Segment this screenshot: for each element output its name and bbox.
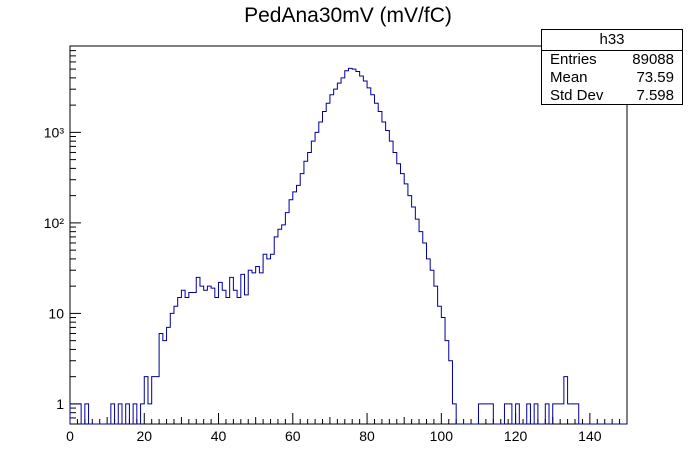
chart-title: PedAna30mV (mV/fC) xyxy=(244,4,452,27)
x-tick-label: 80 xyxy=(359,428,375,444)
stats-value: 89088 xyxy=(632,51,674,68)
x-tick-label: 40 xyxy=(211,428,227,444)
stats-label: Entries xyxy=(550,51,597,68)
stats-value: 7.598 xyxy=(636,87,674,104)
stats-value: 73.59 xyxy=(636,69,674,86)
x-tick-label: 20 xyxy=(136,428,152,444)
y-tick-label: 10³ xyxy=(44,124,65,140)
plot-frame xyxy=(69,45,628,425)
histogram-line xyxy=(69,67,627,425)
stats-box: h33 Entries 89088 Mean 73.59 Std Dev 7.5… xyxy=(541,29,683,105)
stats-name: h33 xyxy=(542,30,682,51)
stats-row-entries: Entries 89088 xyxy=(542,51,682,69)
stats-label: Mean xyxy=(550,69,588,86)
x-tick-label: 120 xyxy=(504,428,528,444)
y-tick-label: 1 xyxy=(56,396,64,412)
x-tick-label: 140 xyxy=(578,428,602,444)
y-tick-label: 10 xyxy=(48,305,64,321)
x-tick-label: 100 xyxy=(430,428,454,444)
x-axis: 0 20 40 60 80 100 120 140 xyxy=(66,413,628,444)
stats-row-mean: Mean 73.59 xyxy=(542,69,682,87)
x-tick-label: 0 xyxy=(66,428,74,444)
y-tick-label: 10² xyxy=(44,215,65,231)
stats-label: Std Dev xyxy=(550,87,604,104)
stats-row-stddev: Std Dev 7.598 xyxy=(542,87,682,105)
x-tick-label: 60 xyxy=(285,428,301,444)
y-axis: 1 10 10² 10³ xyxy=(44,45,81,425)
